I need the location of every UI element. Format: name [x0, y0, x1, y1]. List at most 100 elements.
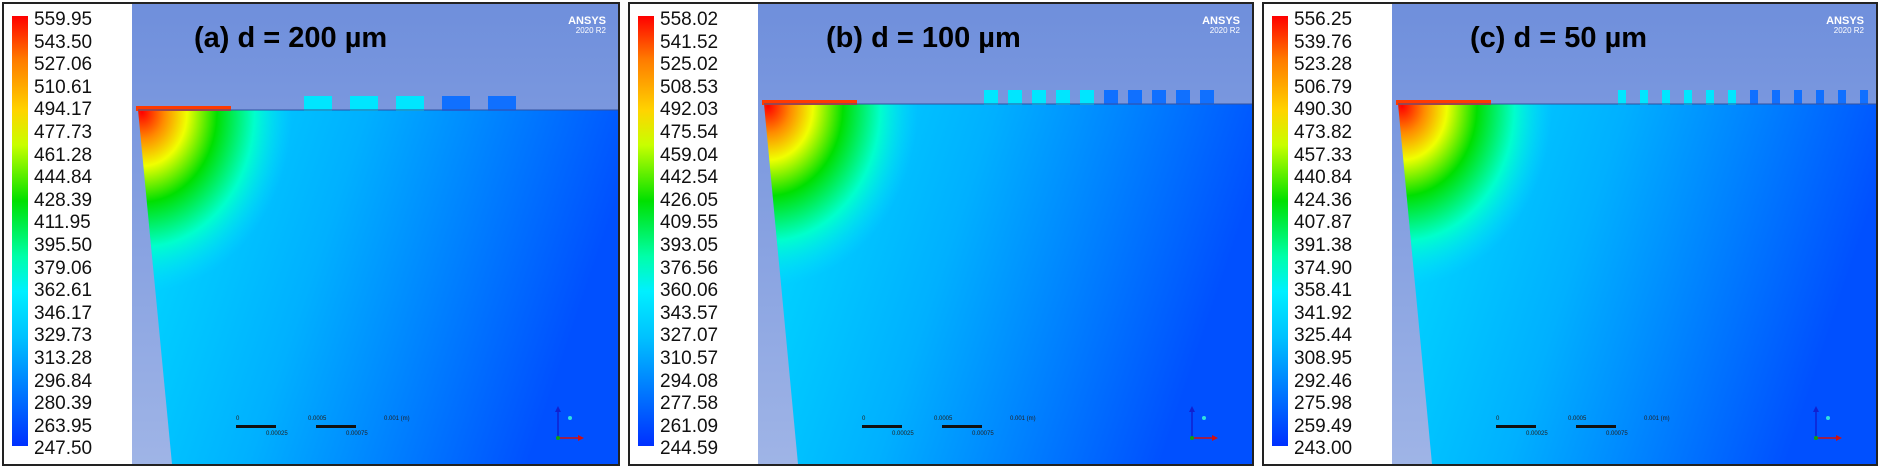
- scale-label: 0.0005: [1568, 416, 1587, 422]
- scale-label: 0.001 (m): [384, 416, 410, 422]
- scale-label: 0: [1496, 416, 1500, 422]
- fin: [1750, 90, 1758, 105]
- scale-bar-segment: [316, 425, 356, 428]
- panel-title: (a) d = 200 µm: [194, 22, 388, 54]
- colorbar-ticks: 558.02 541.52 525.02 508.53 492.03 475.54 459.…: [660, 4, 756, 464]
- fin: [304, 96, 332, 111]
- scale-label: 0: [862, 416, 866, 422]
- ansys-logo: ANSYS 2020 R2: [1826, 16, 1864, 35]
- fin: [1640, 90, 1648, 105]
- colorbar-tick-label: 490.30: [1294, 99, 1353, 121]
- colorbar-tick-label: 556.25: [1294, 9, 1353, 30]
- colorbar-tick-label: 247.50: [34, 438, 93, 460]
- colorbar-tick-label: 459.04: [660, 144, 719, 166]
- colorbar-tick-label: 374.90: [1294, 257, 1353, 279]
- colorbar-tick-label: 477.73: [34, 122, 93, 143]
- brand-name: ANSYS: [1202, 15, 1240, 27]
- colorbar-tick-label: 263.95: [34, 415, 93, 437]
- colorbar-tick-label: 409.55: [660, 212, 719, 234]
- scale-label: 0.00075: [1606, 431, 1628, 437]
- colorbar-tick-label: 461.28: [34, 144, 93, 166]
- ansys-logo: ANSYS 2020 R2: [1202, 16, 1240, 35]
- scale-label: 0.0005: [308, 416, 327, 422]
- panel-3: 556.25 539.76 523.28 506.79 490.30 473.82 457.…: [1262, 2, 1878, 466]
- colorbar-tick-label: 275.98: [1294, 393, 1353, 415]
- contour-plot: [758, 4, 1252, 464]
- colorbar-tick-label: 325.44: [1294, 325, 1353, 347]
- scale-label: 0.001 (m): [1644, 416, 1670, 422]
- colorbar-tick-label: 523.28: [1294, 54, 1353, 76]
- colorbar-tick-label: 259.49: [1294, 415, 1353, 437]
- panel-title: (b) d = 100 µm: [826, 22, 1021, 54]
- scale-label: 0.001 (m): [1010, 416, 1036, 422]
- brand-name: ANSYS: [568, 15, 606, 27]
- colorbar-tick-label: 310.57: [660, 348, 719, 369]
- fin: [1860, 90, 1868, 105]
- fin: [1176, 90, 1190, 105]
- colorbar-tick-label: 457.33: [1294, 144, 1353, 166]
- colorbar-tick-label: 424.36: [1294, 189, 1353, 211]
- axis-triad-icon: [1810, 404, 1846, 444]
- colorbar-tick-label: 296.84: [34, 370, 93, 392]
- fin: [1104, 90, 1118, 105]
- colorbar-legend: 556.25 539.76 523.28 506.79 490.30 473.82 457.…: [1264, 4, 1392, 464]
- colorbar-tick-label: 308.95: [1294, 348, 1353, 369]
- contour-plot: [1392, 4, 1876, 464]
- fin: [488, 96, 516, 111]
- brand-name: ANSYS: [1826, 15, 1864, 27]
- fin: [1056, 90, 1070, 105]
- scale-bar-segment: [942, 425, 982, 428]
- colorbar-gradient: [638, 16, 654, 446]
- fin: [1128, 90, 1142, 105]
- colorbar-tick-label: 261.09: [660, 415, 719, 437]
- panel-1: 559.95 543.50 527.06 510.61 494.17 477.73 461.…: [2, 2, 620, 466]
- colorbar-tick-label: 525.02: [660, 54, 719, 76]
- fin: [1684, 90, 1692, 105]
- hot-spot: [138, 110, 618, 464]
- colorbar-gradient: [12, 16, 28, 446]
- scale-bar: 0 0.0005 0.001 (m) 0.00025 0.00075: [1496, 412, 1670, 442]
- colorbar-tick-label: 473.82: [1294, 122, 1353, 143]
- fin: [1618, 90, 1626, 105]
- colorbar-tick-label: 543.50: [34, 31, 93, 53]
- colorbar-tick-label: 539.76: [1294, 31, 1353, 53]
- colorbar-tick-label: 280.39: [34, 393, 93, 415]
- scale-bar-segment: [1576, 425, 1616, 428]
- scale-label: 0.00025: [1526, 431, 1548, 437]
- fin: [1816, 90, 1824, 105]
- fin: [1772, 90, 1780, 105]
- colorbar-tick-label: 475.54: [660, 122, 719, 143]
- colorbar-tick-label: 244.59: [660, 438, 719, 460]
- colorbar-tick-label: 444.84: [34, 167, 93, 189]
- brand-version: 2020 R2: [575, 26, 606, 35]
- fin: [442, 96, 470, 111]
- colorbar-tick-label: 494.17: [34, 99, 93, 121]
- fin: [350, 96, 378, 111]
- scale-bar: 0 0.0005 0.001 (m) 0.00025 0.00075: [862, 412, 1036, 442]
- colorbar-tick-label: 407.87: [1294, 212, 1353, 234]
- fin: [1728, 90, 1736, 105]
- colorbar-tick-label: 277.58: [660, 393, 719, 415]
- brand-version: 2020 R2: [1209, 26, 1240, 35]
- colorbar-tick-label: 292.46: [1294, 370, 1353, 392]
- fin: [396, 96, 424, 111]
- axis-triad-icon: [552, 404, 588, 444]
- scale-label: 0.00025: [892, 431, 914, 437]
- scale-bar: 0 0.0005 0.001 (m) 0.00025 0.00075: [236, 412, 410, 442]
- fin: [1152, 90, 1166, 105]
- colorbar-tick-label: 506.79: [1294, 76, 1353, 98]
- fin: [1838, 90, 1846, 105]
- colorbar-tick-label: 527.06: [34, 54, 93, 76]
- contour-plot: [132, 4, 618, 464]
- colorbar-tick-label: 391.38: [1294, 235, 1353, 256]
- axis-triad-icon: [1186, 404, 1222, 444]
- colorbar-tick-label: 360.06: [660, 280, 719, 302]
- colorbar-tick-label: 243.00: [1294, 438, 1353, 460]
- colorbar-tick-label: 393.05: [660, 235, 719, 256]
- scale-bar-segment: [862, 425, 902, 428]
- colorbar-ticks: 556.25 539.76 523.28 506.79 490.30 473.82 457.…: [1294, 4, 1390, 464]
- colorbar-tick-label: 510.61: [34, 76, 93, 98]
- brand-version: 2020 R2: [1833, 26, 1864, 35]
- fin: [1706, 90, 1714, 105]
- colorbar-tick-label: 313.28: [34, 348, 93, 369]
